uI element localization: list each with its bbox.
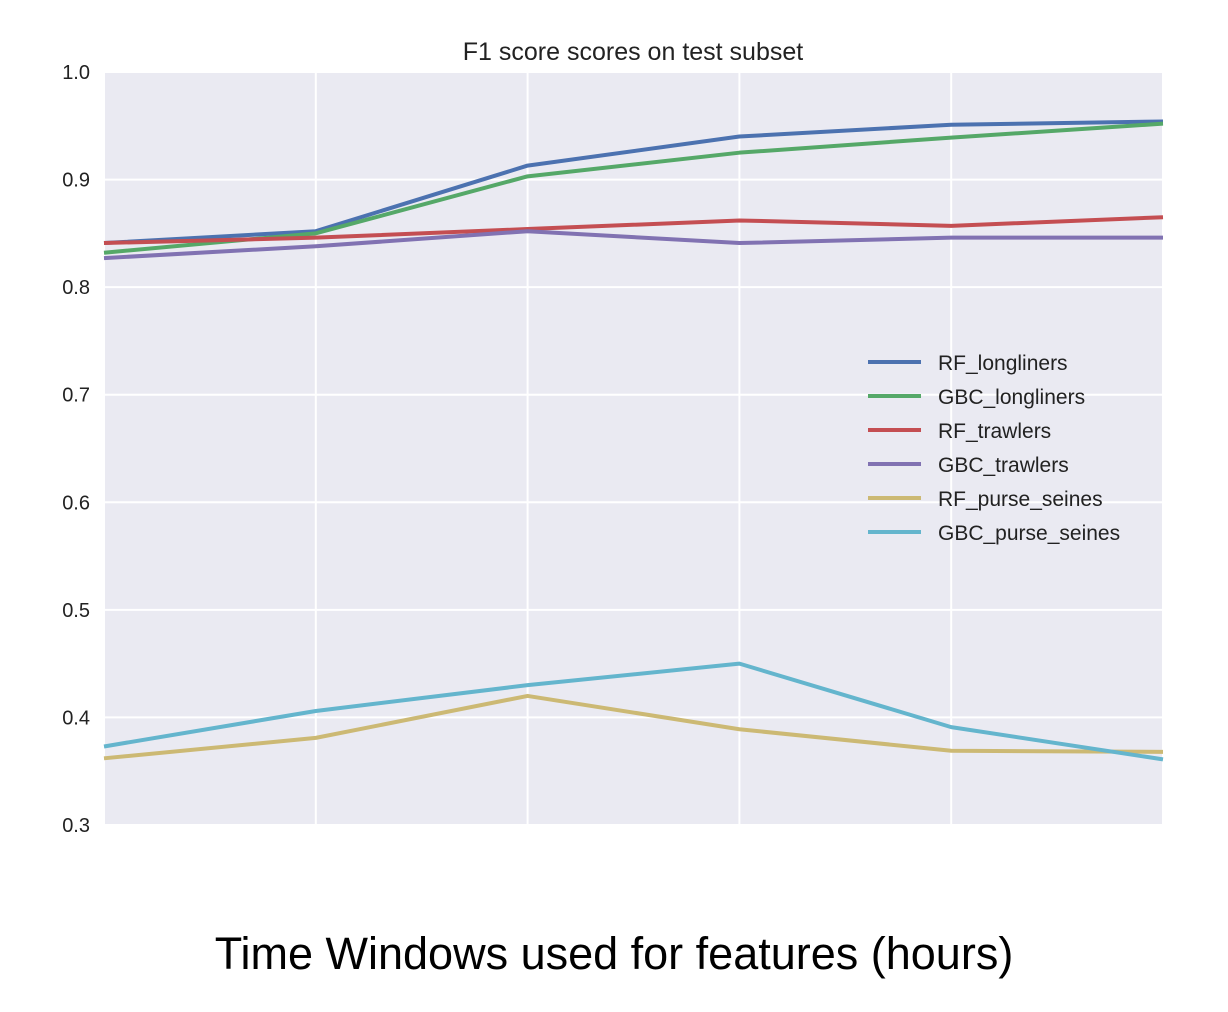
- line-chart: 1.0 0.9 0.8 0.7 0.6 0.5 0.4 0.3 F1 score scores…: [62, 38, 1164, 837]
- chart-title: F1 score scores on test subset: [463, 38, 803, 66]
- legend-label: RF_trawlers: [938, 420, 1051, 443]
- series-line-rf-purse-seines: [103, 693, 1164, 761]
- legend: RF_longliners GBC_longliners RF_trawlers GB…: [868, 352, 1120, 545]
- legend-label: RF_purse_seines: [938, 488, 1103, 511]
- y-tick-label: 0.8: [62, 277, 90, 299]
- legend-label: GBC_longliners: [938, 386, 1085, 409]
- legend-label: GBC_trawlers: [938, 454, 1069, 477]
- grid-lines: [103, 71, 1164, 826]
- y-tick-label: 1.0: [62, 62, 90, 84]
- y-tick-label: 0.5: [62, 600, 90, 622]
- series-line-rf-trawlers: [103, 215, 1164, 246]
- series-line-gbc-purse-seines: [103, 661, 1164, 762]
- series-lines: [103, 119, 1164, 762]
- y-tick-label: 0.7: [62, 385, 90, 407]
- series-line-rf-longliners: [103, 119, 1164, 246]
- legend-label: GBC_purse_seines: [938, 522, 1120, 545]
- y-tick-label: 0.4: [62, 707, 90, 729]
- y-tick-label: 0.3: [62, 815, 90, 837]
- series-line-gbc-trawlers: [103, 229, 1163, 261]
- y-tick-label: 0.6: [62, 492, 90, 514]
- y-axis-ticks: 1.0 0.9 0.8 0.7 0.6 0.5 0.4 0.3: [62, 62, 90, 837]
- y-tick-label: 0.9: [62, 170, 90, 192]
- plot-background: [104, 72, 1163, 825]
- legend-label: RF_longliners: [938, 352, 1068, 375]
- x-axis-label: Time Windows used for features (hours): [214, 928, 1014, 979]
